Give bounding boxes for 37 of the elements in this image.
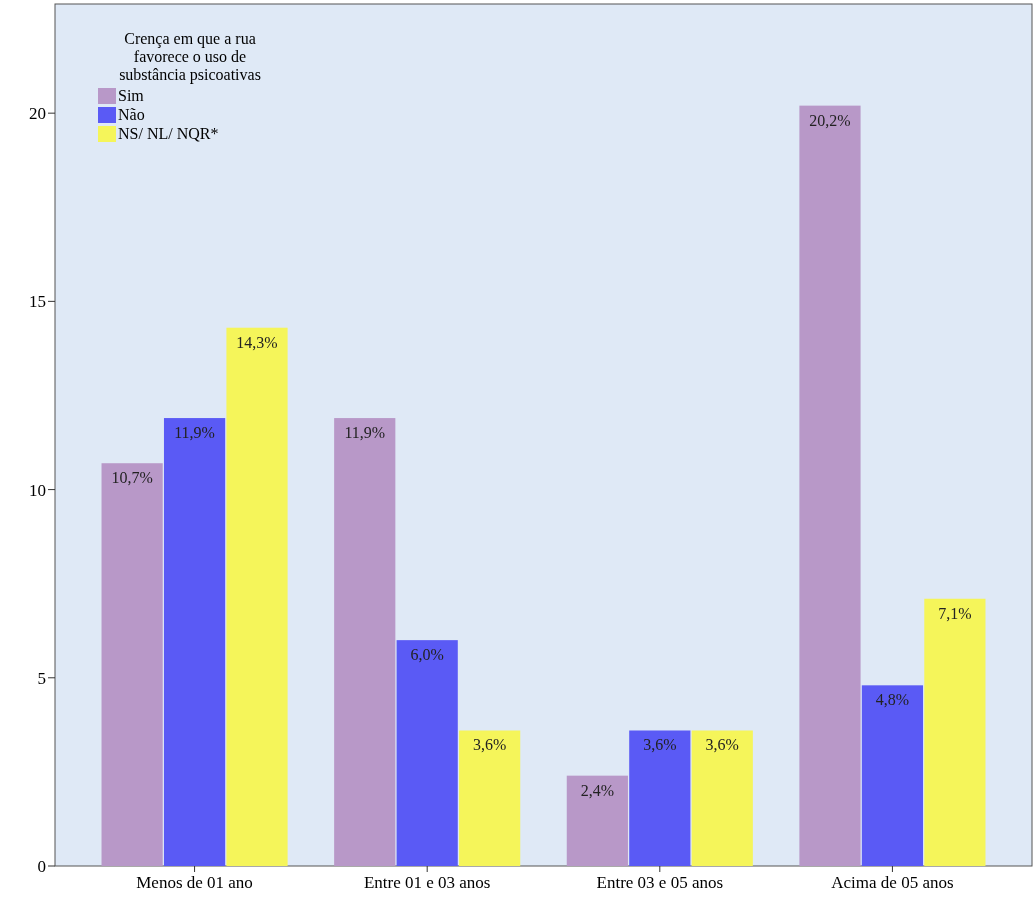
y-tick-label: 15 — [29, 292, 46, 312]
y-tick-label: 10 — [29, 480, 46, 500]
y-tick-label: 20 — [29, 104, 46, 124]
data-label: 3,6% — [705, 736, 739, 754]
bar — [459, 730, 521, 866]
y-tick-label: 5 — [37, 668, 46, 688]
legend-label: Não — [118, 106, 145, 123]
y-tick-label: 0 — [37, 856, 46, 876]
data-label: 20,2% — [809, 111, 851, 129]
legend-label: NS/ NL/ NQR* — [118, 125, 219, 142]
bar — [334, 418, 396, 866]
data-label: 6,0% — [410, 646, 444, 664]
data-label: 3,6% — [643, 736, 677, 754]
bar — [396, 640, 458, 866]
data-label: 11,9% — [174, 424, 215, 442]
x-tick-label: Acima de 05 anos — [831, 873, 954, 892]
x-tick-label: Menos de 01 ano — [136, 873, 253, 892]
bar — [101, 463, 163, 866]
bar — [566, 775, 628, 866]
data-label: 11,9% — [344, 424, 386, 442]
data-label: 3,6% — [472, 736, 507, 754]
bar — [629, 730, 691, 866]
bar — [924, 598, 986, 866]
x-tick-label: Entre 03 e 05 anos — [596, 873, 724, 892]
bar — [226, 327, 288, 866]
data-label: 10,7% — [111, 469, 153, 487]
legend-title: Crença em que a rua favorece o uso de substância psicoativas — [119, 30, 261, 84]
x-tick-label: Entre 01 e 03 anos — [363, 873, 491, 892]
bar — [861, 685, 924, 866]
bar — [799, 105, 861, 866]
bar — [163, 418, 226, 866]
data-label: 14,3% — [236, 333, 278, 351]
data-label: 7,1% — [938, 604, 972, 622]
legend-label: Sim — [118, 87, 145, 104]
data-label: 2,4% — [580, 781, 615, 799]
bar — [691, 730, 753, 866]
data-label: 4,8% — [875, 691, 910, 709]
